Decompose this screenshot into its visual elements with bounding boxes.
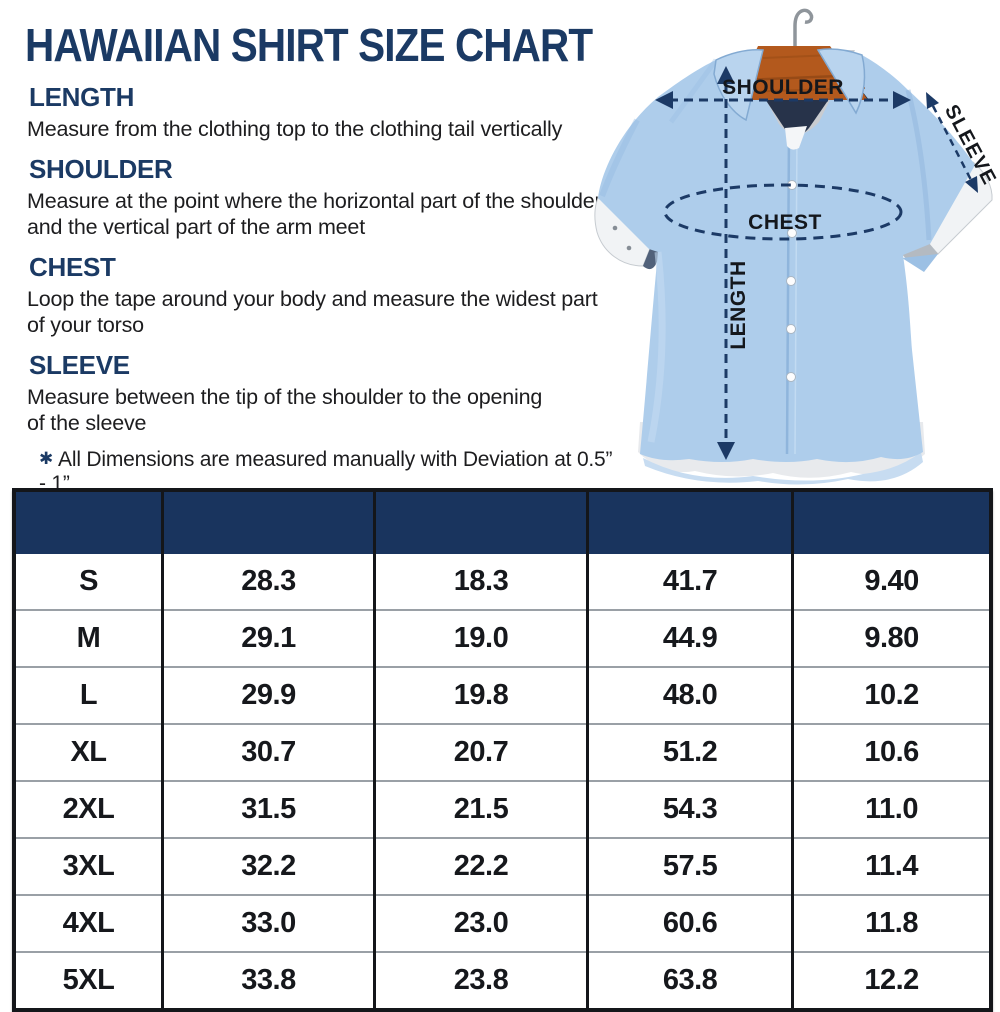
- shoulder-measure: [655, 91, 911, 109]
- table-row: 5XL 33.8 23.8 63.8 12.2: [14, 951, 991, 1010]
- shoulder-cell: 22.2: [373, 837, 588, 895]
- shirt-shading: [599, 58, 932, 443]
- instruction-section: CHEST Loop the tape around your body and…: [27, 252, 617, 338]
- column-header: [585, 490, 793, 554]
- shoulder-cell: 23.8: [373, 951, 588, 1010]
- chest-cell: 44.9: [585, 609, 793, 667]
- instruction-section: LENGTH Measure from the clothing top to …: [27, 82, 617, 142]
- measurement-instructions: LENGTH Measure from the clothing top to …: [27, 82, 617, 496]
- shirt-illustration: SHOULDER CHEST LENGTH SLEEVE: [593, 2, 1000, 486]
- shoulder-cell: 23.0: [373, 894, 588, 952]
- instruction-section: SLEEVE Measure between the tip of the sh…: [27, 350, 617, 436]
- table-row: M 29.1 19.0 44.9 9.80: [14, 609, 991, 667]
- sleeve-measure: [926, 92, 978, 193]
- chest-cell: 63.8: [585, 951, 793, 1010]
- length-cell: 33.8: [161, 951, 375, 1010]
- shoulder-cell: 18.3: [373, 554, 588, 610]
- column-header: [373, 490, 588, 554]
- section-heading: CHEST: [29, 252, 116, 282]
- asterisk-icon: ✱: [39, 449, 54, 469]
- size-cell: XL: [14, 723, 163, 781]
- table-row: 4XL 33.0 23.0 60.6 11.8: [14, 894, 991, 952]
- size-table-header: [14, 490, 991, 554]
- shoulder-cell: 21.5: [373, 780, 588, 838]
- chest-cell: 60.6: [585, 894, 793, 952]
- section-description: Measure between the tip of the shoulder …: [27, 385, 543, 435]
- chest-cell: 57.5: [585, 837, 793, 895]
- sleeve-cell: 9.40: [791, 554, 991, 610]
- length-label: LENGTH: [727, 260, 750, 349]
- table-row: XL 30.7 20.7 51.2 10.6: [14, 723, 991, 781]
- column-header: [161, 490, 375, 554]
- length-measure: [717, 66, 735, 460]
- size-chart-table: S 28.3 18.3 41.7 9.40 M 29.1 19.0 44.9 9…: [12, 488, 993, 1012]
- section-description: Loop the tape around your body and measu…: [27, 287, 598, 337]
- shoulder-cell: 20.7: [373, 723, 588, 781]
- column-header: [791, 490, 991, 554]
- table-row: 3XL 32.2 22.2 57.5 11.4: [14, 837, 991, 895]
- table-row: L 29.9 19.8 48.0 10.2: [14, 666, 991, 724]
- size-cell: M: [14, 609, 163, 667]
- section-heading: SHOULDER: [29, 154, 173, 184]
- chest-label: CHEST: [748, 211, 822, 234]
- column-header: [14, 490, 163, 554]
- size-table-body: S 28.3 18.3 41.7 9.40 M 29.1 19.0 44.9 9…: [14, 554, 991, 1010]
- section-heading: LENGTH: [29, 82, 135, 112]
- chest-measure: [663, 183, 903, 241]
- instruction-section: SHOULDER Measure at the point where the …: [27, 154, 617, 240]
- length-cell: 28.3: [161, 554, 375, 610]
- length-cell: 29.9: [161, 666, 375, 724]
- length-cell: 32.2: [161, 837, 375, 895]
- section-description: Measure from the clothing top to the clo…: [27, 117, 563, 141]
- shoulder-label: SHOULDER: [722, 76, 844, 99]
- length-cell: 30.7: [161, 723, 375, 781]
- sleeve-cell: 12.2: [791, 951, 991, 1010]
- size-cell: 3XL: [14, 837, 163, 895]
- chest-cell: 41.7: [585, 554, 793, 610]
- length-cell: 31.5: [161, 780, 375, 838]
- instruction-sections: LENGTH Measure from the clothing top to …: [27, 82, 617, 436]
- header-row: [14, 490, 991, 554]
- sleeve-cell: 11.8: [791, 894, 991, 952]
- shirt-body: [598, 55, 975, 463]
- length-cell: 29.1: [161, 609, 375, 667]
- size-cell: 2XL: [14, 780, 163, 838]
- hanger-hook: [793, 8, 814, 48]
- size-cell: 4XL: [14, 894, 163, 952]
- length-cell: 33.0: [161, 894, 375, 952]
- size-cell: L: [14, 666, 163, 724]
- sleeve-cell: 11.0: [791, 780, 991, 838]
- sleeve-cell: 11.4: [791, 837, 991, 895]
- page-title: HAWAIIAN SHIRT SIZE CHART: [25, 19, 593, 71]
- shoulder-cell: 19.8: [373, 666, 588, 724]
- table-row: S 28.3 18.3 41.7 9.40: [14, 554, 991, 610]
- sleeve-cell: 10.6: [791, 723, 991, 781]
- size-cell: 5XL: [14, 951, 163, 1010]
- section-description: Measure at the point where the horizonta…: [27, 189, 602, 239]
- shoulder-cell: 19.0: [373, 609, 588, 667]
- chest-cell: 48.0: [585, 666, 793, 724]
- sleeve-cell: 10.2: [791, 666, 991, 724]
- section-heading: SLEEVE: [29, 350, 130, 380]
- sleeve-cell: 9.80: [791, 609, 991, 667]
- chest-cell: 51.2: [585, 723, 793, 781]
- chest-cell: 54.3: [585, 780, 793, 838]
- size-cell: S: [79, 565, 98, 597]
- table-row: 2XL 31.5 21.5 54.3 11.0: [14, 780, 991, 838]
- shirt-diagram: SHOULDER CHEST LENGTH SLEEVE: [594, 8, 1000, 485]
